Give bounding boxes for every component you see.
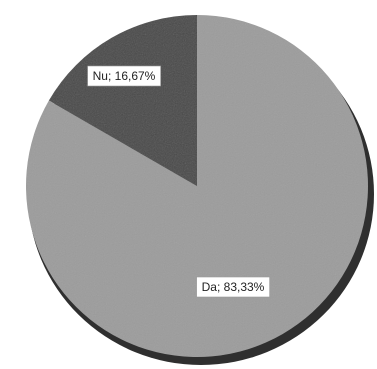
- data-label-text: Da; 83,33%: [202, 280, 265, 294]
- data-label-box: [196, 276, 270, 298]
- data-label-nu: Nu; 16,67%: [87, 65, 161, 87]
- data-label-da: Da; 83,33%: [196, 276, 270, 298]
- pie-slice-da: [25, 15, 368, 357]
- pie-slices: [25, 15, 368, 357]
- data-label-box: [87, 65, 161, 87]
- pie-data-labels: Nu; 16,67% Da; 83,33%: [87, 65, 270, 298]
- data-label-text: Nu; 16,67%: [93, 69, 156, 83]
- pie-slice-nu: [48, 15, 197, 186]
